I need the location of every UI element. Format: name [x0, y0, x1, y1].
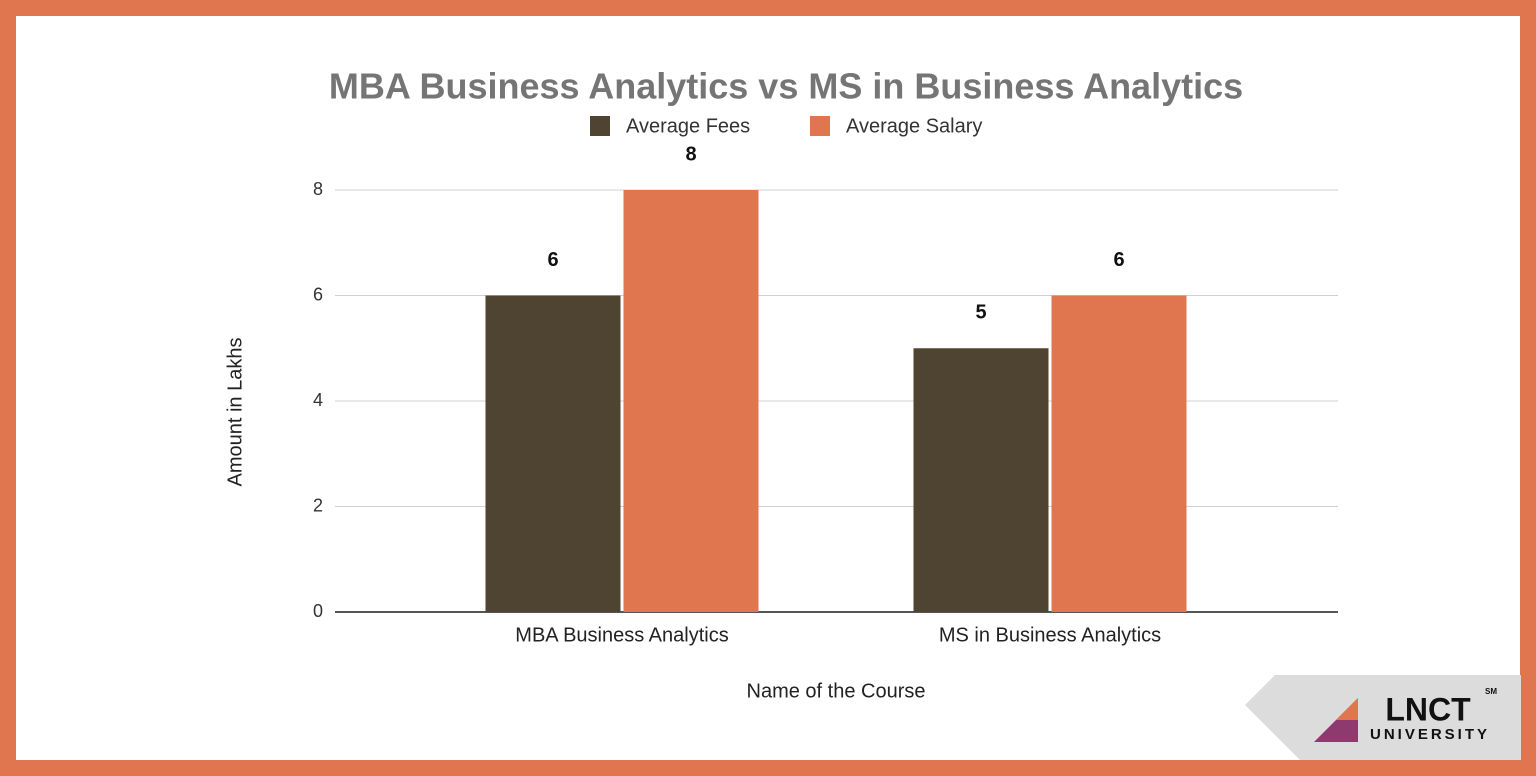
- logo-badge: [1245, 675, 1521, 760]
- legend-swatch: [810, 116, 830, 136]
- bar: [913, 348, 1049, 612]
- y-tick-label: 0: [313, 601, 323, 621]
- data-label: 5: [975, 302, 986, 324]
- logo-triangle: [1336, 698, 1358, 720]
- y-tick-label: 6: [313, 284, 323, 304]
- x-tick-label: MS in Business Analytics: [939, 624, 1161, 646]
- logo-subtitle: UNIVERSITY: [1370, 726, 1490, 743]
- legend-label: Average Salary: [846, 115, 982, 137]
- legend-swatch: [590, 116, 610, 136]
- logo-mark: SM: [1485, 687, 1497, 696]
- y-axis-label: Amount in Lakhs: [224, 338, 246, 487]
- legend-label: Average Fees: [626, 115, 750, 137]
- bar: [623, 190, 759, 612]
- logo-name: LNCT: [1385, 691, 1471, 727]
- y-tick-label: 4: [313, 390, 323, 410]
- y-tick-label: 8: [313, 179, 323, 199]
- bar: [485, 295, 621, 612]
- data-label: 6: [1113, 249, 1124, 271]
- data-label: 6: [547, 249, 558, 271]
- logo: LNCT UNIVERSITY SM: [1245, 675, 1521, 760]
- panel: [16, 16, 1520, 760]
- bar: [1051, 295, 1187, 612]
- x-axis-label: Name of the Course: [747, 680, 926, 702]
- y-tick-label: 2: [313, 495, 323, 515]
- data-label: 8: [685, 143, 696, 165]
- x-tick-label: MBA Business Analytics: [515, 624, 728, 646]
- chart-title: MBA Business Analytics vs MS in Business…: [329, 66, 1243, 107]
